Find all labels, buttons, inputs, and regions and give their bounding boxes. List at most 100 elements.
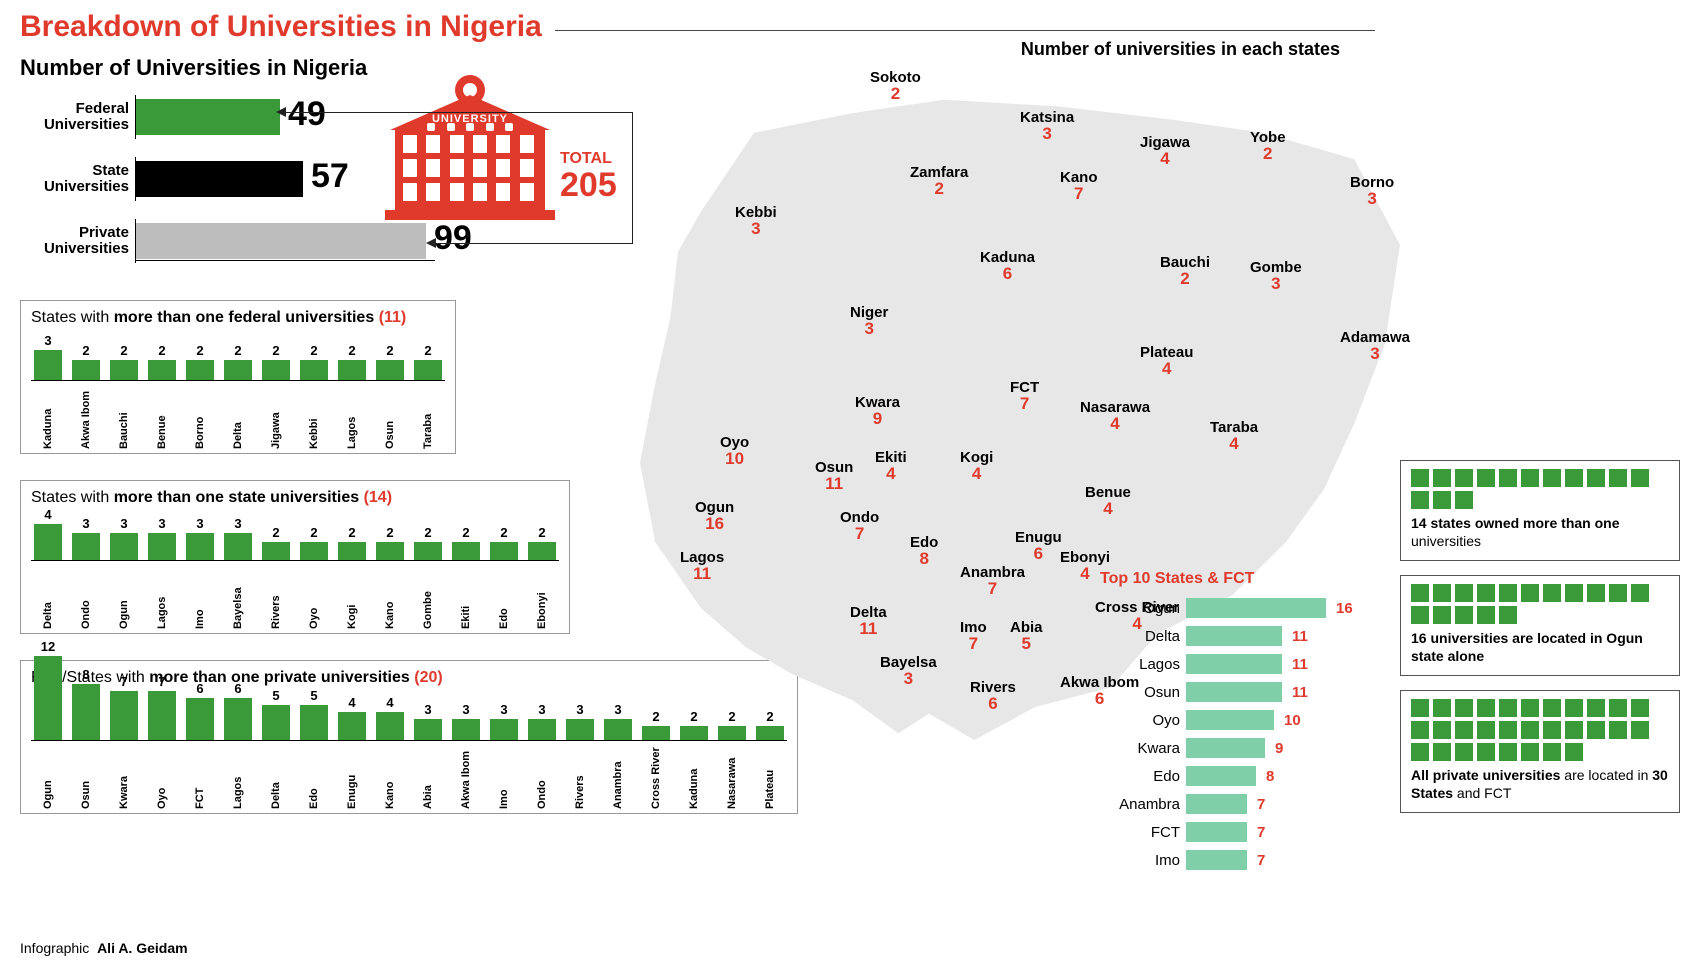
mini-labels: KadunaAkwa IbomBauchiBenueBornoDeltaJiga… xyxy=(31,381,445,449)
state-label: Plateau4 xyxy=(1140,345,1193,377)
mini-bar xyxy=(224,698,252,740)
mini-bar xyxy=(604,719,632,740)
mini-bar-label: Ogun xyxy=(118,567,130,629)
mini-bar xyxy=(34,350,62,380)
mini-bar xyxy=(148,533,176,560)
top10-row: Anambra7 xyxy=(1100,790,1380,818)
mini-bar-label: Osun xyxy=(80,747,92,809)
mini-bar-label: Akwa Ibom xyxy=(460,747,472,809)
mini-bar-col: 3 xyxy=(449,702,483,740)
mini-bar-label: Oyo xyxy=(156,747,168,809)
mini-bar-col: 4 xyxy=(373,695,407,740)
top10-row: Osun11 xyxy=(1100,678,1380,706)
mini-bar-label: Borno xyxy=(194,387,206,449)
credit-line: Infographic Ali A. Geidam xyxy=(20,940,188,956)
top10-value: 7 xyxy=(1257,824,1265,841)
mini-bar-value: 2 xyxy=(82,343,89,358)
mini-bar-value: 3 xyxy=(576,702,583,717)
mini-bar-label: Kano xyxy=(384,567,396,629)
subtitle: Number of Universities in Nigeria xyxy=(20,55,367,81)
top10-row: Edo 8 xyxy=(1100,762,1380,790)
mini-bar-label: Edo xyxy=(308,747,320,809)
mini-bar-label: Imo xyxy=(194,567,206,629)
mini-bar-label: FCT xyxy=(194,747,206,809)
mini-bar-col: 2 xyxy=(373,343,407,380)
mini-bar-label: Ekiti xyxy=(460,567,472,629)
top10-value: 8 xyxy=(1266,768,1274,785)
mini-bar-label: Abia xyxy=(422,747,434,809)
mini-bar-label: Ondo xyxy=(80,567,92,629)
fact-squares xyxy=(1411,469,1669,509)
top10-value: 7 xyxy=(1257,796,1265,813)
mini-bar-value: 7 xyxy=(120,674,127,689)
mini-bar-col: 2 xyxy=(145,343,179,380)
mini-bar-value: 2 xyxy=(158,343,165,358)
mini-bar-label: Rivers xyxy=(574,747,586,809)
state-label: Sokoto2 xyxy=(870,70,921,102)
mini-bar xyxy=(110,533,138,560)
mini-bar-label: Plateau xyxy=(764,747,776,809)
mini-bar-value: 3 xyxy=(424,702,431,717)
state-label: Enugu6 xyxy=(1015,530,1062,562)
mini-bar xyxy=(338,360,366,380)
mini-bar-value: 2 xyxy=(348,343,355,358)
mini-bar-col: 2 xyxy=(297,525,331,560)
mini-bar-col: 2 xyxy=(259,343,293,380)
mini-bar-value: 6 xyxy=(196,681,203,696)
mini-bar-label: Oyo xyxy=(308,567,320,629)
mini-labels: DeltaOndoOgunLagosImoBayelsaRiversOyoKog… xyxy=(31,561,559,629)
mini-bar-value: 2 xyxy=(120,343,127,358)
mini-bar xyxy=(566,719,594,740)
mini-bar-col: 3 xyxy=(525,702,559,740)
top10-label: Edo xyxy=(1100,768,1180,785)
main-bar xyxy=(136,99,280,135)
state-label: Ondo7 xyxy=(840,510,879,542)
mini-bar xyxy=(414,542,442,560)
mini-bar-value: 2 xyxy=(500,525,507,540)
state-label: Delta11 xyxy=(850,605,887,637)
mini-bar-label: Lagos xyxy=(346,387,358,449)
state-label: Oyo10 xyxy=(720,435,749,467)
mini-bar-label: Ogun xyxy=(42,747,54,809)
mini-chart-title: States with more than one federal univer… xyxy=(31,309,445,327)
mini-bar-value: 2 xyxy=(538,525,545,540)
mini-bar-label: Imo xyxy=(498,747,510,809)
main-bar xyxy=(136,161,303,197)
mini-bar-label: Kwara xyxy=(118,747,130,809)
total-block: TOTAL 205 xyxy=(560,150,617,202)
mini-bar xyxy=(414,360,442,380)
mini-bar-col: 2 xyxy=(335,343,369,380)
mini-bar-col: 3 xyxy=(601,702,635,740)
mini-bar-col: 2 xyxy=(221,343,255,380)
state-label: Kano7 xyxy=(1060,170,1098,202)
map-title: Number of universities in each states xyxy=(1021,40,1340,60)
mini-bar-value: 2 xyxy=(272,343,279,358)
mini-bar xyxy=(376,542,404,560)
mini-bar-value: 5 xyxy=(272,688,279,703)
mini-bar-col: 6 xyxy=(221,681,255,740)
mini-bar xyxy=(186,533,214,560)
top10-value: 16 xyxy=(1336,600,1353,617)
mini-bar-value: 2 xyxy=(272,525,279,540)
mini-bar-label: Benue xyxy=(156,387,168,449)
connector-line xyxy=(632,112,633,244)
mini-labels: OgunOsunKwaraOyoFCTLagosDeltaEdoEnuguKan… xyxy=(31,741,787,809)
mini-bar-label: Bayelsa xyxy=(232,567,244,629)
top10-title: Top 10 States & FCT xyxy=(1100,570,1380,588)
top10-value: 9 xyxy=(1275,740,1283,757)
state-label: Benue4 xyxy=(1085,485,1131,517)
arrow-icon xyxy=(426,238,436,248)
top10-value: 7 xyxy=(1257,852,1265,869)
mini-bar-label: Kebbi xyxy=(308,387,320,449)
mini-bar-value: 2 xyxy=(424,525,431,540)
top10-row: Ogun16 xyxy=(1100,594,1380,622)
top10-bar xyxy=(1186,710,1274,730)
mini-bar-label: Kogi xyxy=(346,567,358,629)
mini-bar-value: 2 xyxy=(234,343,241,358)
mini-bar-label: Gombe xyxy=(422,567,434,629)
mini-bar-col: 3 xyxy=(221,516,255,560)
mini-bar xyxy=(376,360,404,380)
top10-value: 11 xyxy=(1292,656,1308,673)
mini-chart-title: States with more than one state universi… xyxy=(31,489,559,507)
mini-bar-col: 3 xyxy=(487,702,521,740)
